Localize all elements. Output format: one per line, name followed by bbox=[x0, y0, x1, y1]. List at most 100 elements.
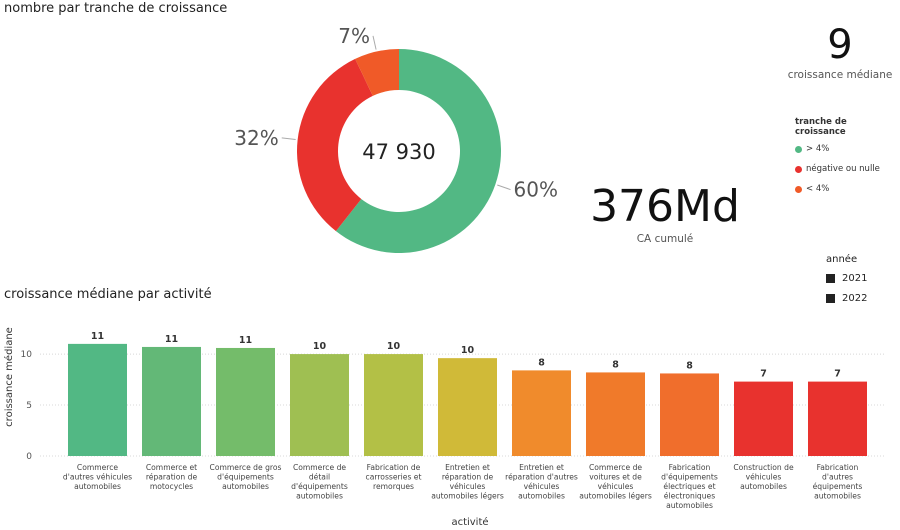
y-tick-label: 0 bbox=[26, 452, 32, 462]
y-tick-label: 10 bbox=[21, 350, 33, 360]
ca-kpi-label: CA cumulé bbox=[636, 233, 694, 245]
donut-chart[interactable]: 60% 32% 7% 47 930 bbox=[200, 22, 600, 270]
bar[interactable] bbox=[364, 354, 423, 456]
bar-data-label: 10 bbox=[387, 341, 401, 352]
bar-data-label: 11 bbox=[91, 331, 104, 342]
x-tick-label-line: véhicules bbox=[450, 482, 486, 491]
legend-label: < 4% bbox=[806, 184, 830, 194]
bar-chart-title: croissance médiane par activité bbox=[4, 287, 212, 302]
x-tick-label-line: Commerce de bbox=[293, 463, 346, 472]
y-tick-label: 5 bbox=[26, 401, 32, 411]
x-tick-label-line: automobiles bbox=[518, 492, 565, 501]
x-tick-label: Entretien et réparation de véhicules automo… bbox=[431, 463, 504, 501]
x-tick-label-line: automobiles bbox=[296, 492, 343, 501]
ca-kpi-value: 376Md bbox=[590, 181, 740, 232]
bar-data-label: 11 bbox=[165, 334, 178, 345]
year-slicer: année 2021 2022 bbox=[826, 254, 867, 304]
x-tick-label: Fabrication d'équipements électriques et él… bbox=[661, 463, 718, 510]
median-kpi-label: croissance médiane bbox=[787, 69, 893, 81]
bar-data-label: 10 bbox=[461, 345, 475, 356]
bar-data-label: 8 bbox=[686, 360, 693, 371]
x-tick-label-line: Commerce de gros bbox=[210, 463, 282, 472]
x-tick-label-line: automobiles bbox=[222, 482, 269, 491]
bar-data-label: 8 bbox=[612, 359, 619, 370]
x-tick-label: Commerce et réparation de motocycles bbox=[146, 463, 198, 491]
x-tick-label-line: électriques et bbox=[663, 482, 715, 491]
legend-item[interactable]: < 4% bbox=[795, 184, 900, 194]
legend-title: tranche de croissance bbox=[795, 117, 847, 137]
donut-slice-label: 7% bbox=[338, 24, 370, 48]
x-tick-label-line: détail bbox=[309, 473, 330, 482]
x-axis-label: activité bbox=[451, 516, 488, 528]
legend-dot-icon bbox=[795, 165, 802, 173]
x-tick-label-line: Entretien et bbox=[519, 463, 564, 472]
donut-slice[interactable] bbox=[335, 49, 501, 253]
x-tick-label-line: carrosseries et bbox=[366, 473, 422, 482]
bar-data-label: 7 bbox=[834, 369, 841, 380]
bar-data-label: 10 bbox=[313, 341, 327, 352]
bar[interactable] bbox=[586, 372, 645, 456]
x-tick-label-line: automobiles bbox=[814, 492, 861, 501]
x-tick-label: Commerce de voitures et de véhicules automo… bbox=[579, 463, 652, 501]
x-tick-label-line: automobiles bbox=[666, 501, 713, 510]
bar[interactable] bbox=[734, 381, 793, 456]
bar[interactable] bbox=[68, 343, 127, 456]
x-tick-label-line: véhicules bbox=[524, 482, 560, 491]
year-label: 2021 bbox=[842, 273, 868, 284]
x-tick-label-line: électroniques bbox=[664, 492, 715, 501]
x-tick-label-line: voitures et de bbox=[589, 473, 642, 482]
bar-data-label: 11 bbox=[239, 335, 252, 346]
x-tick-label-line: Entretien et bbox=[445, 463, 490, 472]
legend-label: > 4% bbox=[806, 144, 830, 154]
median-kpi-value: 9 bbox=[827, 22, 853, 68]
x-tick-label-line: d'équipements bbox=[217, 473, 274, 482]
x-tick-label-line: automobiles légers bbox=[579, 492, 652, 501]
bar[interactable] bbox=[512, 370, 571, 456]
x-tick-label: Fabrication d'autres équipements automobile… bbox=[813, 463, 863, 501]
x-tick-label-line: Commerce bbox=[77, 463, 119, 472]
donut-slice-label: 60% bbox=[514, 178, 558, 202]
x-tick-label-line: véhicules bbox=[746, 473, 782, 482]
checkbox-icon[interactable] bbox=[826, 274, 835, 283]
year-slicer-title: année bbox=[826, 254, 858, 265]
x-tick-label-line: automobiles bbox=[74, 482, 121, 491]
growth-legend: tranche de croissance > 4% négative ou n… bbox=[795, 117, 900, 194]
donut-slice[interactable] bbox=[297, 58, 373, 232]
x-tick-label: Construction de véhicules automobiles bbox=[733, 463, 794, 491]
bar[interactable] bbox=[438, 358, 497, 456]
x-tick-label-line: d'autres véhicules bbox=[63, 473, 132, 482]
x-tick-label-line: d'équipements bbox=[661, 473, 718, 482]
year-option-2022[interactable]: 2022 bbox=[826, 293, 867, 304]
bar[interactable] bbox=[142, 346, 201, 456]
legend-item[interactable]: négative ou nulle bbox=[795, 164, 900, 174]
bar[interactable] bbox=[290, 354, 349, 456]
donut-center-value: 47 930 bbox=[362, 140, 435, 164]
donut-leader-line bbox=[281, 137, 296, 140]
x-tick-label: Commerce d'autres véhicules automobiles bbox=[63, 463, 132, 491]
year-option-2021[interactable]: 2021 bbox=[826, 273, 867, 284]
checkbox-icon[interactable] bbox=[826, 294, 835, 303]
x-tick-label: Commerce de détail d'équipements automobile… bbox=[291, 463, 348, 501]
donut-slice[interactable] bbox=[355, 49, 399, 96]
legend-dot-icon bbox=[795, 145, 802, 153]
bar[interactable] bbox=[660, 373, 719, 456]
x-tick-label-line: Commerce et bbox=[146, 463, 197, 472]
x-tick-label: Fabrication de carrosseries et remorques bbox=[366, 463, 422, 491]
donut-leader-line bbox=[497, 184, 511, 191]
x-tick-label-line: automobiles légers bbox=[431, 492, 504, 501]
legend-item[interactable]: > 4% bbox=[795, 144, 900, 154]
x-tick-label-line: véhicules bbox=[598, 482, 634, 491]
x-tick-label-line: Fabrication bbox=[669, 463, 711, 472]
x-tick-label-line: Construction de bbox=[733, 463, 794, 472]
x-tick-label-line: Fabrication de bbox=[367, 463, 421, 472]
x-tick-label-line: Fabrication bbox=[817, 463, 859, 472]
donut-title: nombre par tranche de croissance bbox=[4, 1, 228, 16]
bar[interactable] bbox=[808, 381, 867, 456]
x-tick-label-line: remorques bbox=[373, 482, 414, 491]
year-label: 2022 bbox=[842, 293, 868, 304]
x-tick-label-line: Commerce de bbox=[589, 463, 642, 472]
bar[interactable] bbox=[216, 347, 275, 456]
legend-dot-icon bbox=[795, 185, 802, 193]
donut-slice-label: 32% bbox=[234, 126, 278, 150]
